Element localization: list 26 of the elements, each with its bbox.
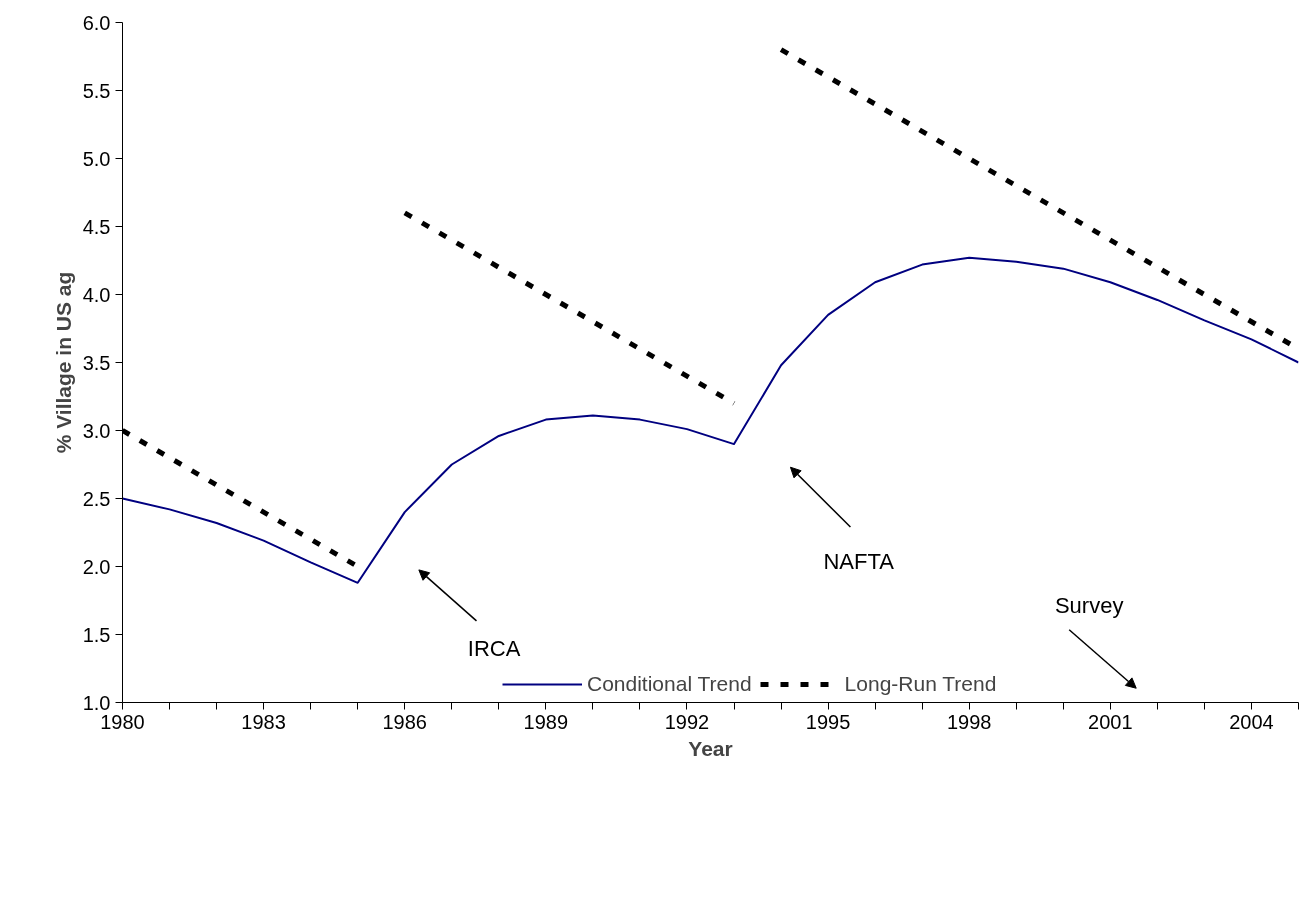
y-tick-label: 3.5 — [82, 351, 111, 374]
legend-label: Conditional Trend — [587, 672, 752, 696]
annotation: Survey — [1054, 593, 1124, 619]
y-tick-label: 2.5 — [82, 487, 111, 510]
x-tick-label: 2001 — [1088, 710, 1133, 733]
line-series — [122, 256, 1299, 584]
x-tick-label: 1983 — [241, 710, 286, 733]
y-tick-label: 4.5 — [82, 215, 111, 238]
y-tick-label: 4.0 — [82, 283, 111, 306]
y-tick-label: 6.0 — [82, 11, 111, 34]
y-tick-label: 1.5 — [82, 623, 111, 646]
x-axis-title: Year — [688, 736, 733, 760]
x-tick-label: 1992 — [664, 710, 710, 733]
x-tick-label: 1995 — [805, 710, 851, 733]
y-tick-label: 5.5 — [82, 79, 111, 102]
y-tick-label: 2.0 — [82, 555, 111, 578]
x-tick-label: 1989 — [523, 710, 569, 733]
x-tick-label: 1986 — [382, 710, 427, 733]
y-tick-label: 5.0 — [82, 147, 111, 170]
x-tick-label: 2004 — [1229, 710, 1274, 733]
y-tick-label: 3.0 — [82, 419, 111, 442]
legend-label: Long-Run Trend — [844, 672, 997, 696]
annotation: IRCA — [467, 635, 521, 661]
annotation: NAFTA — [823, 548, 895, 574]
y-axis-title: % Village in US ag — [51, 271, 75, 454]
x-tick-label: 1998 — [946, 710, 992, 733]
